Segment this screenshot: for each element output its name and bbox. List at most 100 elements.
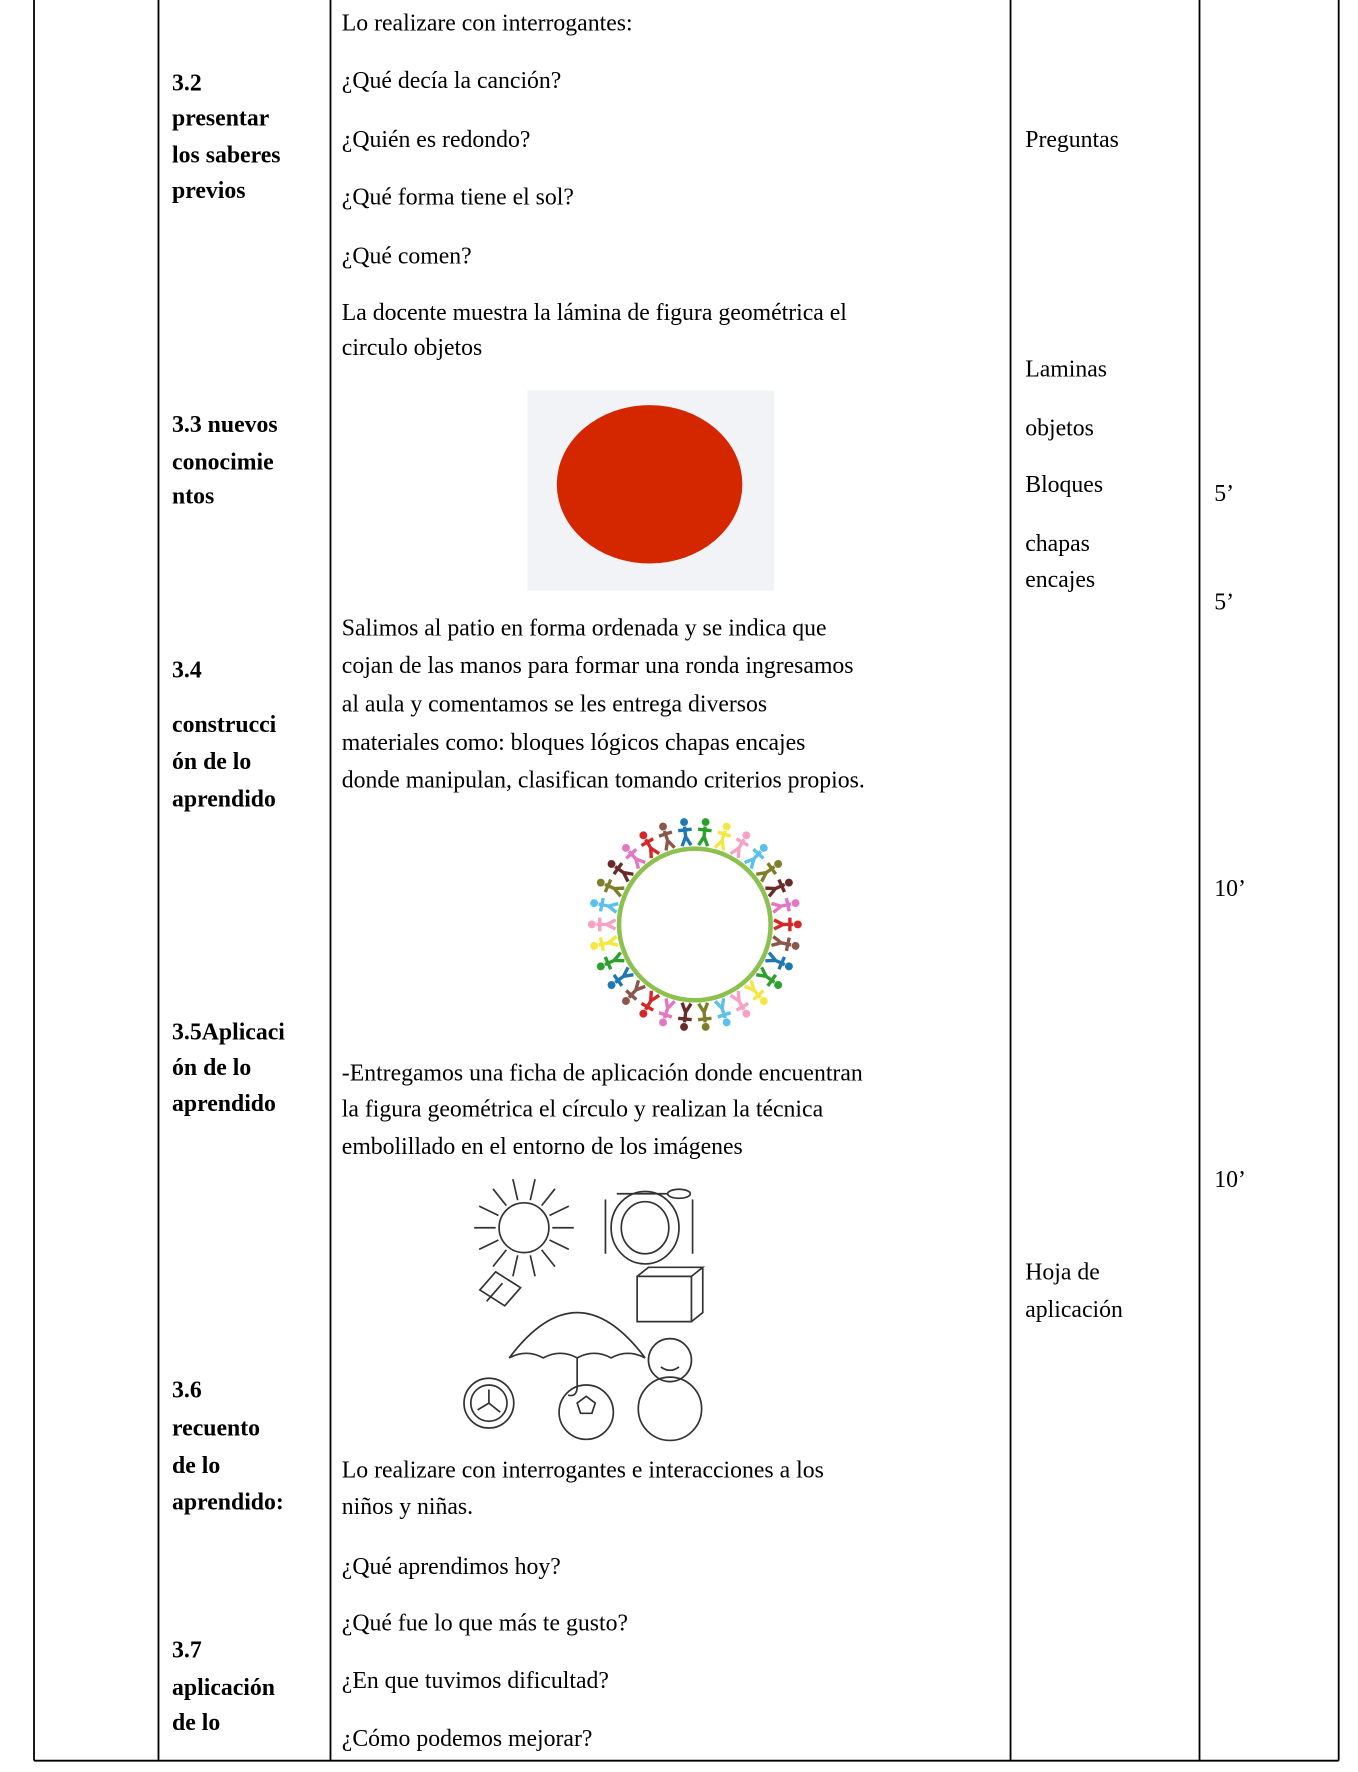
- clock-icon: [463, 1377, 515, 1429]
- section-label: 3.4: [172, 658, 202, 684]
- plate-icon: [610, 1190, 680, 1265]
- child-head: [774, 981, 783, 989]
- child-body: [612, 862, 634, 883]
- red-circle: [556, 405, 743, 564]
- child-body: [773, 917, 794, 932]
- child-figure: [770, 897, 800, 914]
- child-head: [701, 1022, 710, 1031]
- child-figure: [590, 897, 619, 914]
- section-label: presentar: [172, 105, 270, 131]
- child-figure: [755, 859, 783, 883]
- child-body: [765, 951, 786, 971]
- child-body: [677, 826, 693, 847]
- objects-picture: [463, 1178, 706, 1442]
- child-body: [713, 830, 732, 851]
- cube-icon: [636, 1266, 706, 1323]
- section-label: de lo: [172, 1453, 220, 1479]
- sun-ray: [492, 1249, 508, 1268]
- activity-text: ¿Qué fue lo que más te gusto?: [342, 1610, 628, 1636]
- child-figure: [697, 1002, 712, 1031]
- child-head: [791, 899, 800, 908]
- child-body: [677, 1002, 693, 1023]
- child-head: [680, 1022, 689, 1031]
- child-figure: [743, 979, 768, 1005]
- child-head: [793, 920, 802, 929]
- child-figure: [743, 843, 768, 870]
- ball-icon: [576, 1395, 597, 1415]
- activity-text: ¿Qué comen?: [342, 243, 472, 269]
- activity-text: materiales como: bloques lógicos chapas …: [342, 730, 806, 756]
- child-head: [759, 997, 768, 1005]
- child-body: [743, 979, 765, 1001]
- child-figure: [658, 822, 676, 851]
- child-body: [596, 917, 617, 932]
- resource-text: Bloques: [1025, 472, 1103, 498]
- sun-icon: [498, 1201, 550, 1254]
- section-label: 3.2: [172, 70, 202, 96]
- clock-icon: [477, 1389, 501, 1413]
- activity-text: cojan de las manos para formar una ronda…: [342, 653, 854, 679]
- section-label: ón de lo: [172, 749, 251, 775]
- section-label: 3.7: [172, 1638, 202, 1664]
- child-head: [791, 941, 800, 950]
- child-head: [596, 962, 605, 971]
- section-label: de lo: [172, 1710, 220, 1736]
- plate-icon: [620, 1200, 670, 1255]
- sun-ray: [529, 1178, 536, 1201]
- child-body: [765, 878, 786, 898]
- child-body: [770, 935, 792, 952]
- child-head: [587, 920, 596, 929]
- ball-icon: [558, 1384, 615, 1441]
- child-head: [680, 818, 689, 827]
- activity-text: la figura geométrica el círculo y realiz…: [342, 1097, 824, 1123]
- ring-picture: [587, 818, 802, 1031]
- activity-text: ¿Quién es redondo?: [342, 127, 531, 153]
- section-label: recuento: [172, 1416, 260, 1442]
- section-label: aprendido: [172, 787, 276, 813]
- activity-text: circulo objetos: [342, 335, 482, 361]
- child-head: [784, 962, 793, 971]
- child-figure: [713, 822, 732, 851]
- child-figure: [639, 831, 661, 859]
- time-text: 10’: [1214, 876, 1246, 902]
- time-text: 10’: [1214, 1167, 1246, 1193]
- child-body: [743, 848, 765, 870]
- activity-text: Salimos al patio en forma ordenada y se …: [342, 616, 827, 642]
- activity-text: donde manipulan, clasifican tomando crit…: [342, 767, 865, 793]
- child-body: [640, 837, 661, 859]
- child-figure: [621, 843, 646, 870]
- snowman-icon: [660, 1366, 680, 1372]
- child-figure: [765, 951, 793, 971]
- child-figure: [621, 979, 646, 1005]
- circle-picture: [527, 390, 775, 591]
- resource-text: Hoja de: [1025, 1260, 1100, 1286]
- child-head: [659, 822, 667, 831]
- child-figure: [596, 878, 625, 898]
- child-head: [590, 941, 599, 950]
- child-body: [625, 848, 646, 870]
- child-body: [658, 830, 676, 851]
- child-body: [625, 979, 646, 1001]
- child-head: [590, 899, 599, 908]
- activity-text: ¿Qué forma tiene el sol?: [342, 185, 574, 211]
- child-figure: [765, 878, 793, 898]
- child-head: [621, 997, 630, 1005]
- sun-ray: [549, 1239, 570, 1251]
- sun-ray: [478, 1205, 499, 1217]
- activity-text: Lo realizare con interrogantes e interac…: [342, 1458, 824, 1484]
- activity-text: Lo realizare con interrogantes:: [342, 10, 633, 36]
- activity-text: ¿Qué decía la canción?: [342, 68, 562, 94]
- section-label: previos: [172, 178, 245, 204]
- section-label: 3.6: [172, 1377, 202, 1403]
- activity-text: ¿Cómo podemos mejorar?: [342, 1726, 593, 1752]
- child-figure: [607, 859, 634, 883]
- child-head: [639, 1009, 648, 1018]
- child-head: [774, 859, 783, 868]
- child-figure: [596, 951, 625, 971]
- child-body: [612, 966, 634, 987]
- activity-text: La docente muestra la lámina de figura g…: [342, 300, 848, 326]
- child-body: [697, 1002, 712, 1023]
- child-head: [742, 1009, 751, 1018]
- child-body: [603, 878, 625, 898]
